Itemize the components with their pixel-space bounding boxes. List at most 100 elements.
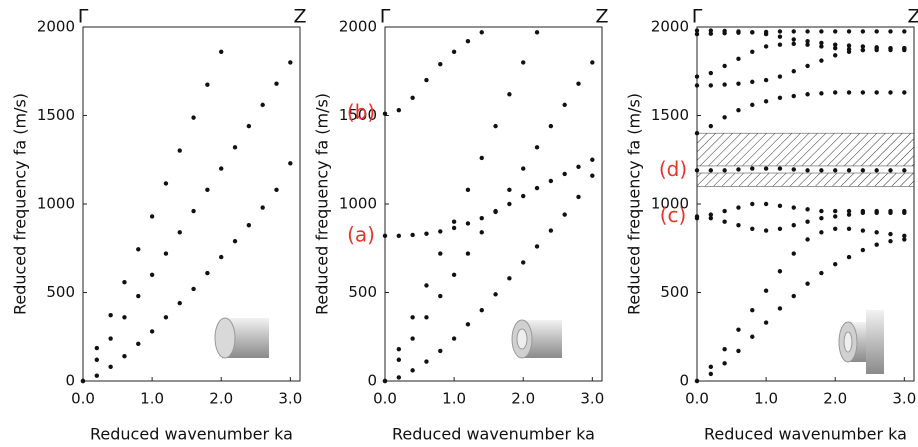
data-point [452, 220, 456, 224]
data-point [410, 233, 414, 237]
symmetry-point-label: Z [293, 6, 306, 28]
data-point [805, 237, 809, 241]
data-point [709, 83, 713, 87]
data-point [888, 29, 892, 33]
data-point [521, 166, 525, 170]
data-point [397, 375, 401, 379]
data-point [493, 124, 497, 128]
data-point [95, 358, 99, 362]
data-point [736, 167, 740, 171]
data-point [750, 308, 754, 312]
data-point [792, 42, 796, 46]
data-point [108, 336, 112, 340]
data-point [576, 81, 580, 85]
x-tick-label: 0.0 [685, 390, 709, 408]
data-point [288, 161, 292, 165]
data-point [260, 205, 264, 209]
data-point [805, 220, 809, 224]
data-point [178, 230, 182, 234]
data-point [764, 99, 768, 103]
data-point [205, 83, 209, 87]
data-point [695, 379, 699, 383]
data-point [410, 368, 414, 372]
data-point [247, 223, 251, 227]
data-point [847, 227, 851, 231]
data-point [902, 168, 906, 172]
data-point [778, 43, 782, 47]
data-point [205, 188, 209, 192]
x-tick-label: 3.0 [580, 390, 604, 408]
data-point [709, 365, 713, 369]
data-point [521, 260, 525, 264]
data-point [736, 223, 740, 227]
data-point [452, 336, 456, 340]
data-point [466, 188, 470, 192]
x-tick-label: 1.0 [754, 390, 778, 408]
data-point [805, 168, 809, 172]
data-point [562, 172, 566, 176]
data-point [150, 329, 154, 333]
data-point [549, 124, 553, 128]
data-point [874, 211, 878, 215]
data-point [695, 214, 699, 218]
data-point [736, 57, 740, 61]
data-point [792, 205, 796, 209]
inset-cylinder [215, 318, 269, 358]
data-point [410, 96, 414, 100]
data-point [722, 64, 726, 68]
data-point [424, 315, 428, 319]
data-point [247, 124, 251, 128]
data-point [847, 29, 851, 33]
data-point [833, 168, 837, 172]
data-point [122, 354, 126, 358]
data-point [833, 262, 837, 266]
data-point [590, 158, 594, 162]
data-point [847, 255, 851, 259]
x-tick-label: 2.0 [209, 390, 233, 408]
x-tick-label: 3.0 [278, 390, 302, 408]
data-point [792, 294, 796, 298]
data-point [861, 248, 865, 252]
data-point [902, 234, 906, 238]
data-point [452, 50, 456, 54]
data-point [95, 373, 99, 377]
data-point [833, 209, 837, 213]
data-point [750, 103, 754, 107]
data-point [888, 239, 892, 243]
data-point [424, 232, 428, 236]
data-point [274, 188, 278, 192]
data-point [191, 209, 195, 213]
data-point [778, 204, 782, 208]
data-point [562, 103, 566, 107]
data-point [736, 349, 740, 353]
data-point [874, 90, 878, 94]
data-point [191, 287, 195, 291]
data-point [549, 179, 553, 183]
y-tick-label: 1000 [37, 195, 75, 213]
data-point [164, 181, 168, 185]
data-point [792, 37, 796, 41]
data-point [874, 243, 878, 247]
data-point [819, 58, 823, 62]
data-point [833, 43, 837, 47]
symmetry-point-label: Γ [78, 6, 89, 28]
data-point [191, 115, 195, 119]
band-gap [697, 173, 914, 186]
symmetry-point-label: Γ [380, 6, 391, 28]
data-point [108, 313, 112, 317]
data-point [480, 156, 484, 160]
y-axis-label: Reduced frequency fa (m/s) [11, 93, 30, 315]
x-tick-label: 1.0 [140, 390, 164, 408]
data-point [819, 216, 823, 220]
data-point [383, 112, 387, 116]
y-tick-label: 0 [65, 372, 75, 390]
data-point [764, 289, 768, 293]
y-tick-label: 1000 [339, 195, 377, 213]
data-point [590, 60, 594, 64]
data-point [861, 228, 865, 232]
mode-annotation: (d) [659, 157, 687, 181]
data-point [847, 43, 851, 47]
y-tick-label: 0 [679, 372, 689, 390]
x-tick-label: 3.0 [892, 390, 916, 408]
x-tick-label: 2.0 [823, 390, 847, 408]
